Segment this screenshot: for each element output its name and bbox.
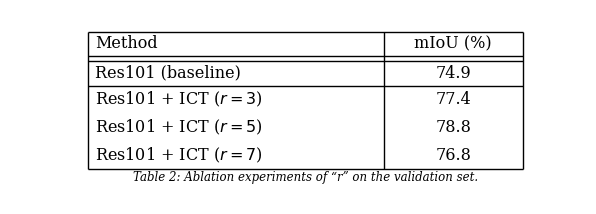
- Text: 74.9: 74.9: [435, 65, 471, 82]
- Text: 77.4: 77.4: [435, 91, 471, 108]
- Text: Method: Method: [95, 35, 158, 52]
- Text: Table 2: Ablation experiments of “r” on the validation set.: Table 2: Ablation experiments of “r” on …: [133, 171, 478, 184]
- Text: 78.8: 78.8: [435, 119, 471, 136]
- Text: Res101 + ICT ($r = 5$): Res101 + ICT ($r = 5$): [95, 118, 263, 137]
- Text: 76.8: 76.8: [435, 147, 471, 164]
- Text: Res101 (baseline): Res101 (baseline): [95, 65, 241, 82]
- Text: Res101 + ICT ($r = 3$): Res101 + ICT ($r = 3$): [95, 90, 263, 109]
- Text: mIoU (%): mIoU (%): [414, 35, 492, 52]
- Text: Res101 + ICT ($r = 7$): Res101 + ICT ($r = 7$): [95, 146, 263, 165]
